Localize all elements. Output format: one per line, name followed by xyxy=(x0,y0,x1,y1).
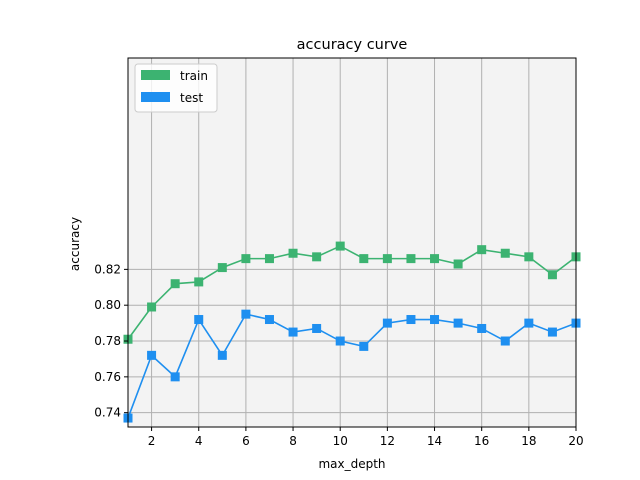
data-point-train xyxy=(170,279,180,289)
data-point-train xyxy=(524,252,534,262)
data-point-test xyxy=(524,318,534,328)
x-axis-label: max_depth xyxy=(318,457,385,471)
y-tick-label: 0.74 xyxy=(94,406,121,420)
data-point-train xyxy=(241,254,251,264)
y-tick-label: 0.76 xyxy=(94,370,121,384)
y-axis-label: accuracy xyxy=(68,217,82,271)
legend-swatch-train xyxy=(141,70,170,80)
data-point-train xyxy=(312,252,322,262)
data-point-test xyxy=(264,315,274,325)
data-point-test xyxy=(241,309,251,319)
data-point-train xyxy=(335,241,345,251)
data-point-train xyxy=(194,277,204,287)
data-point-train xyxy=(500,248,510,258)
plot-frame xyxy=(127,57,577,428)
plot-area xyxy=(128,58,576,427)
x-tick-label: 16 xyxy=(474,434,489,448)
legend-label-test: test xyxy=(180,91,203,105)
data-point-train xyxy=(147,302,157,312)
data-point-train xyxy=(217,263,227,273)
x-axis-ticks: 2 4 6 8 10 12 14 16 18 20 xyxy=(148,427,584,448)
data-point-test xyxy=(312,323,322,333)
data-point-train xyxy=(430,254,440,264)
data-point-test xyxy=(477,323,487,333)
y-tick-label: 0.82 xyxy=(94,262,121,276)
data-point-train xyxy=(359,254,369,264)
data-point-train xyxy=(453,259,463,269)
data-point-train xyxy=(406,254,416,264)
data-point-test xyxy=(170,372,180,382)
y-tick-label: 0.80 xyxy=(94,298,121,312)
data-point-test xyxy=(194,315,204,325)
data-point-test xyxy=(500,336,510,346)
data-point-train xyxy=(382,254,392,264)
data-point-test xyxy=(382,318,392,328)
data-point-test xyxy=(217,350,227,360)
data-point-train xyxy=(288,248,298,258)
data-point-test xyxy=(147,350,157,360)
legend: train test xyxy=(134,63,218,113)
x-tick-label: 12 xyxy=(380,434,395,448)
x-tick-label: 2 xyxy=(148,434,156,448)
data-point-test xyxy=(453,318,463,328)
x-tick-label: 4 xyxy=(195,434,203,448)
legend-swatch-test xyxy=(141,92,170,102)
y-axis-ticks: 0.74 0.76 0.78 0.80 0.82 xyxy=(94,262,128,420)
x-tick-label: 10 xyxy=(333,434,348,448)
data-point-train xyxy=(547,270,557,280)
x-tick-label: 8 xyxy=(289,434,297,448)
data-point-test xyxy=(359,341,369,351)
data-point-test xyxy=(547,327,557,337)
data-point-test xyxy=(288,327,298,337)
data-point-train xyxy=(264,254,274,264)
x-tick-label: 6 xyxy=(242,434,250,448)
chart-title: accuracy curve xyxy=(297,37,408,53)
data-point-test xyxy=(430,315,440,325)
x-tick-label: 20 xyxy=(568,434,583,448)
y-tick-label: 0.78 xyxy=(94,334,121,348)
data-point-test xyxy=(335,336,345,346)
series-train xyxy=(123,241,581,344)
data-point-test xyxy=(406,315,416,325)
legend-label-train: train xyxy=(180,69,208,83)
x-tick-label: 14 xyxy=(427,434,442,448)
data-point-train xyxy=(477,245,487,255)
x-tick-label: 18 xyxy=(521,434,536,448)
